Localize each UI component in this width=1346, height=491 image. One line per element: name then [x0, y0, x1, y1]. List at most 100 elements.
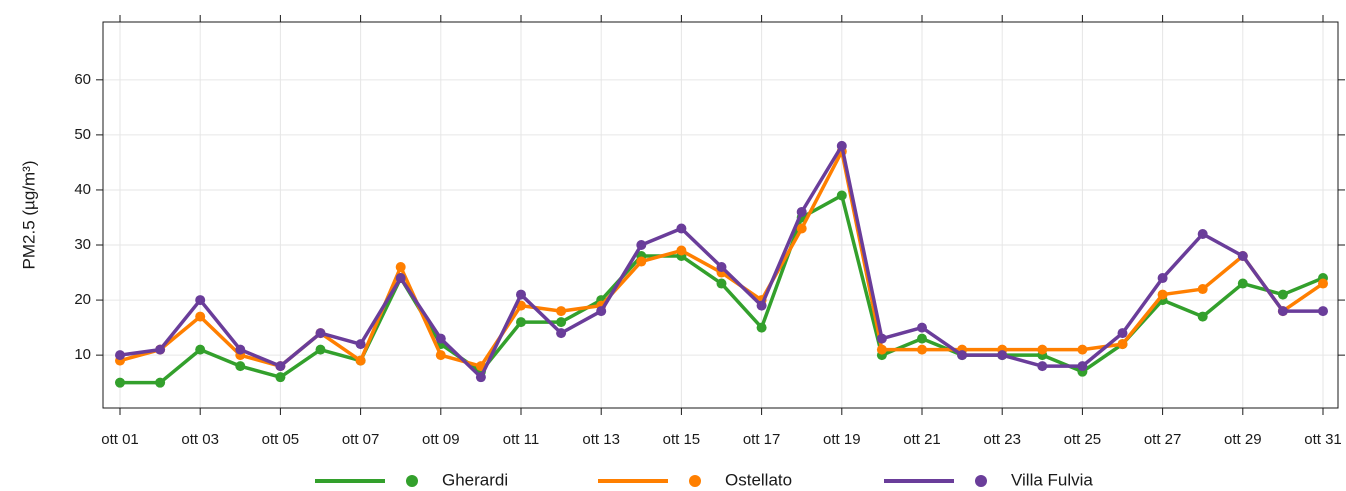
data-point: [155, 344, 166, 355]
data-point: [876, 333, 887, 344]
x-tick-label: ott 23: [983, 431, 1021, 448]
x-tick-label: ott 01: [101, 431, 139, 448]
legend-item: Villa Fulvia: [884, 470, 1093, 489]
y-tick-label: 60: [74, 71, 91, 88]
data-point: [917, 344, 927, 355]
data-point: [1277, 306, 1288, 317]
x-tick-label: ott 09: [422, 431, 460, 448]
data-point: [556, 328, 567, 339]
x-tick-label: ott 31: [1304, 431, 1342, 448]
legend-marker: [975, 475, 987, 487]
x-tick-label: ott 05: [262, 431, 300, 448]
y-tick-label: 40: [74, 181, 91, 198]
data-point: [876, 344, 887, 355]
data-point: [1237, 251, 1248, 262]
legend-item: Ostellato: [598, 470, 792, 489]
data-point: [676, 245, 687, 256]
data-point: [596, 306, 607, 317]
data-point: [676, 223, 687, 234]
data-point: [195, 311, 206, 322]
data-point: [716, 262, 727, 273]
data-point: [997, 350, 1008, 361]
plot-frame: [102, 21, 1339, 409]
x-tick-label: ott 11: [503, 431, 539, 448]
data-point: [1318, 306, 1328, 317]
data-point: [315, 328, 326, 339]
data-point: [917, 322, 927, 333]
data-point: [1277, 289, 1288, 300]
x-tick-label: ott 13: [582, 431, 620, 448]
data-point: [1318, 278, 1328, 289]
x-tick-label: ott 15: [663, 431, 701, 448]
data-point: [235, 361, 246, 372]
series-line: [119, 149, 1324, 368]
legend-label: Villa Fulvia: [1011, 470, 1093, 489]
data-point: [435, 333, 446, 344]
data-point: [355, 355, 366, 366]
data-point: [195, 344, 206, 355]
y-tick-label: 20: [74, 291, 91, 308]
data-point: [796, 223, 807, 234]
data-point: [756, 322, 767, 333]
data-point: [115, 350, 125, 361]
data-point: [355, 339, 366, 350]
x-tick-label: ott 29: [1224, 431, 1262, 448]
series-line: [119, 144, 1323, 379]
data-point: [716, 278, 727, 289]
data-point: [115, 377, 125, 388]
data-point: [155, 377, 166, 388]
data-point: [395, 273, 406, 284]
data-point: [1157, 273, 1168, 284]
y-tick-label: 10: [74, 346, 91, 363]
data-point: [836, 190, 847, 201]
x-tick-label: ott 25: [1064, 431, 1102, 448]
data-point: [917, 333, 927, 344]
y-tick-label: 30: [74, 236, 91, 253]
data-point: [516, 317, 526, 328]
legend-marker: [689, 475, 701, 487]
series-line: [120, 193, 1324, 385]
data-point: [957, 350, 968, 361]
y-tick-label: 50: [74, 126, 91, 143]
data-point: [275, 372, 286, 383]
x-tick-label: ott 03: [181, 431, 219, 448]
legend-item: Gherardi: [315, 470, 508, 489]
data-point: [435, 350, 446, 361]
data-point: [1197, 284, 1208, 295]
data-point: [1117, 339, 1128, 350]
y-axis-label: PM2.5 (µg/m³): [19, 161, 38, 270]
data-point: [315, 344, 326, 355]
data-point: [756, 300, 767, 311]
data-point: [1197, 228, 1208, 239]
x-tick-label: ott 21: [903, 431, 941, 448]
data-point: [1237, 278, 1248, 289]
data-point: [1037, 344, 1048, 355]
data-point: [1117, 328, 1128, 339]
data-point: [475, 372, 486, 383]
data-point: [1197, 311, 1208, 322]
data-point: [1077, 361, 1088, 372]
data-point: [235, 344, 246, 355]
data-point: [516, 289, 526, 300]
data-point: [796, 206, 807, 217]
data-point: [275, 361, 286, 372]
data-point: [1077, 344, 1088, 355]
x-tick-label: ott 17: [743, 431, 781, 448]
data-point: [1037, 361, 1048, 372]
legend-label: Gherardi: [442, 470, 508, 489]
data-point: [636, 240, 647, 251]
data-point: [195, 295, 206, 306]
legend-marker: [406, 475, 418, 487]
data-point: [1157, 289, 1168, 300]
data-point: [395, 262, 406, 273]
data-point: [636, 256, 647, 267]
data-point: [556, 306, 567, 317]
x-tick-label: ott 27: [1144, 431, 1182, 448]
x-tick-label: ott 07: [342, 431, 380, 448]
legend-label: Ostellato: [725, 470, 792, 489]
x-tick-label: ott 19: [823, 431, 861, 448]
data-point: [556, 317, 567, 328]
data-point: [836, 140, 847, 151]
